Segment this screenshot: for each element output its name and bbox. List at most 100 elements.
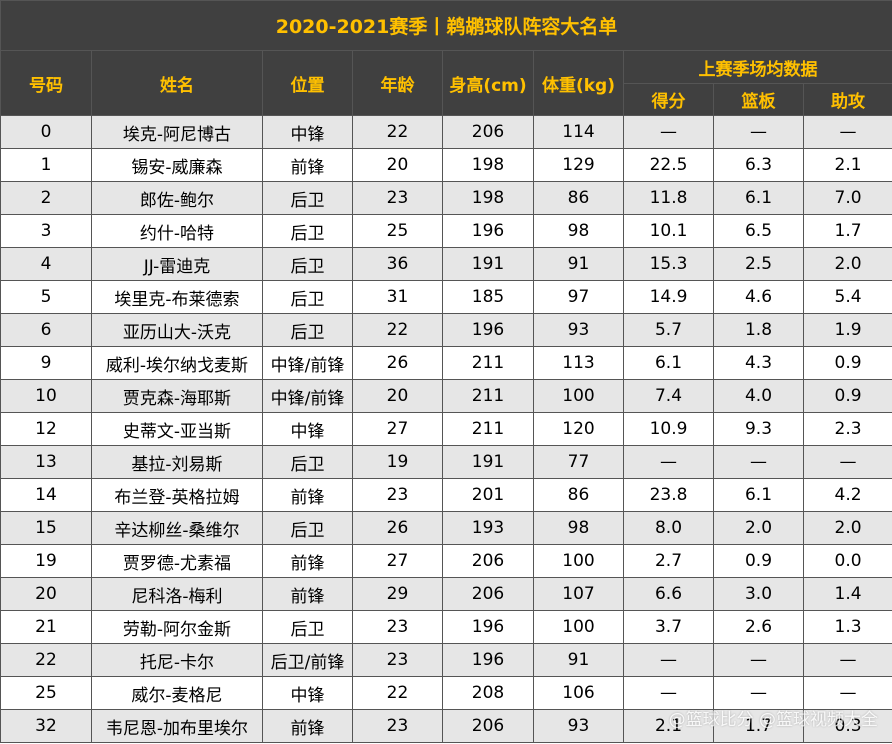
cell-assists: 2.1 xyxy=(802,148,892,182)
cell-name: 韦尼恩-加布里埃尔 xyxy=(91,709,263,743)
cell-age: 31 xyxy=(352,280,443,314)
cell-position: 前锋 xyxy=(262,478,353,512)
table-row: 20 尼科洛-梅利 前锋 29 206 107 6.6 3.0 1.4 xyxy=(0,577,892,611)
cell-name: 尼科洛-梅利 xyxy=(91,577,263,611)
table-row: 15 辛达柳丝-桑维尔 后卫 26 193 98 8.0 2.0 2.0 xyxy=(0,511,892,545)
cell-number: 14 xyxy=(0,478,92,512)
cell-height: 201 xyxy=(442,478,534,512)
cell-weight: 120 xyxy=(533,412,624,446)
cell-age: 23 xyxy=(352,709,443,743)
cell-weight: 106 xyxy=(533,676,624,710)
cell-age: 20 xyxy=(352,148,443,182)
table-row: 2 郎佐-鲍尔 后卫 23 198 86 11.8 6.1 7.0 xyxy=(0,181,892,215)
cell-name: 锡安-威廉森 xyxy=(91,148,263,182)
cell-number: 6 xyxy=(0,313,92,347)
cell-assists: 2.3 xyxy=(802,412,892,446)
cell-assists: 7.0 xyxy=(802,181,892,215)
cell-assists: 5.4 xyxy=(802,280,892,314)
cell-position: 前锋 xyxy=(262,709,353,743)
header-height: 身高(cm) xyxy=(442,50,534,116)
cell-height: 193 xyxy=(442,511,534,545)
cell-points: 14.9 xyxy=(623,280,714,314)
table-row: 13 基拉-刘易斯 后卫 19 191 77— — — xyxy=(0,445,892,479)
cell-number: 32 xyxy=(0,709,92,743)
cell-assists: 1.3 xyxy=(802,610,892,644)
cell-weight: 100 xyxy=(533,610,624,644)
cell-position: 后卫 xyxy=(262,313,353,347)
cell-position: 后卫 xyxy=(262,511,353,545)
header-points: 得分 xyxy=(623,83,714,116)
cell-rebounds: 4.3 xyxy=(713,346,804,380)
cell-height: 206 xyxy=(442,544,534,578)
cell-rebounds: — xyxy=(713,115,804,149)
cell-height: 206 xyxy=(442,115,534,149)
cell-height: 206 xyxy=(442,709,534,743)
table-row: 5 埃里克-布莱德索 后卫 31 185 97 14.9 4.6 5.4 xyxy=(0,280,892,314)
cell-points: 11.8 xyxy=(623,181,714,215)
cell-weight: 93 xyxy=(533,313,624,347)
cell-name: 约什-哈特 xyxy=(91,214,263,248)
cell-position: 中锋/前锋 xyxy=(262,379,353,413)
cell-height: 198 xyxy=(442,148,534,182)
table-row: 0 埃克-阿尼博古 中锋 22 206 114— — — xyxy=(0,115,892,149)
cell-age: 19 xyxy=(352,445,443,479)
cell-position: 前锋 xyxy=(262,148,353,182)
cell-rebounds: 0.9 xyxy=(713,544,804,578)
cell-position: 后卫 xyxy=(262,181,353,215)
cell-position: 后卫 xyxy=(262,610,353,644)
cell-age: 23 xyxy=(352,478,443,512)
cell-points: 10.9 xyxy=(623,412,714,446)
cell-height: 198 xyxy=(442,181,534,215)
cell-weight: 100 xyxy=(533,544,624,578)
cell-rebounds: 6.1 xyxy=(713,181,804,215)
cell-number: 10 xyxy=(0,379,92,413)
cell-weight: 114 xyxy=(533,115,624,149)
cell-name: 辛达柳丝-桑维尔 xyxy=(91,511,263,545)
cell-height: 206 xyxy=(442,577,534,611)
cell-number: 9 xyxy=(0,346,92,380)
cell-age: 36 xyxy=(352,247,443,281)
cell-name: 基拉-刘易斯 xyxy=(91,445,263,479)
cell-weight: 98 xyxy=(533,214,624,248)
cell-rebounds: — xyxy=(713,445,804,479)
cell-age: 25 xyxy=(352,214,443,248)
cell-points: 15.3 xyxy=(623,247,714,281)
cell-age: 22 xyxy=(352,676,443,710)
cell-height: 208 xyxy=(442,676,534,710)
cell-name: 亚历山大-沃克 xyxy=(91,313,263,347)
cell-assists: 2.0 xyxy=(802,511,892,545)
cell-assists: 4.2 xyxy=(802,478,892,512)
table-row: 4 JJ-雷迪克 后卫 36 191 91 15.3 2.5 2.0 xyxy=(0,247,892,281)
cell-age: 23 xyxy=(352,181,443,215)
cell-rebounds: 6.1 xyxy=(713,478,804,512)
cell-weight: 86 xyxy=(533,478,624,512)
cell-rebounds: 6.5 xyxy=(713,214,804,248)
cell-points: — xyxy=(623,115,714,149)
header-position: 位置 xyxy=(262,50,353,116)
table-row: 19 贾罗德-尤素福 前锋 27 206 100 2.7 0.9 0.0 xyxy=(0,544,892,578)
cell-points: 2.7 xyxy=(623,544,714,578)
cell-rebounds: 6.3 xyxy=(713,148,804,182)
cell-number: 4 xyxy=(0,247,92,281)
cell-name: 埃克-阿尼博古 xyxy=(91,115,263,149)
cell-age: 20 xyxy=(352,379,443,413)
table-row: 25 威尔-麦格尼 中锋 22 208 106— — — xyxy=(0,676,892,710)
cell-age: 23 xyxy=(352,643,443,677)
cell-position: 后卫/前锋 xyxy=(262,643,353,677)
cell-number: 5 xyxy=(0,280,92,314)
cell-number: 21 xyxy=(0,610,92,644)
cell-points: 23.8 xyxy=(623,478,714,512)
cell-rebounds: 4.0 xyxy=(713,379,804,413)
header-weight: 体重(kg) xyxy=(533,50,624,116)
cell-position: 中锋/前锋 xyxy=(262,346,353,380)
cell-weight: 100 xyxy=(533,379,624,413)
cell-name: 威利-埃尔纳戈麦斯 xyxy=(91,346,263,380)
table-row: 6 亚历山大-沃克 后卫 22 196 93 5.7 1.8 1.9 xyxy=(0,313,892,347)
cell-number: 19 xyxy=(0,544,92,578)
cell-height: 196 xyxy=(442,313,534,347)
cell-rebounds: 1.8 xyxy=(713,313,804,347)
cell-rebounds: 3.0 xyxy=(713,577,804,611)
cell-rebounds: 2.6 xyxy=(713,610,804,644)
cell-points: 3.7 xyxy=(623,610,714,644)
cell-weight: 113 xyxy=(533,346,624,380)
